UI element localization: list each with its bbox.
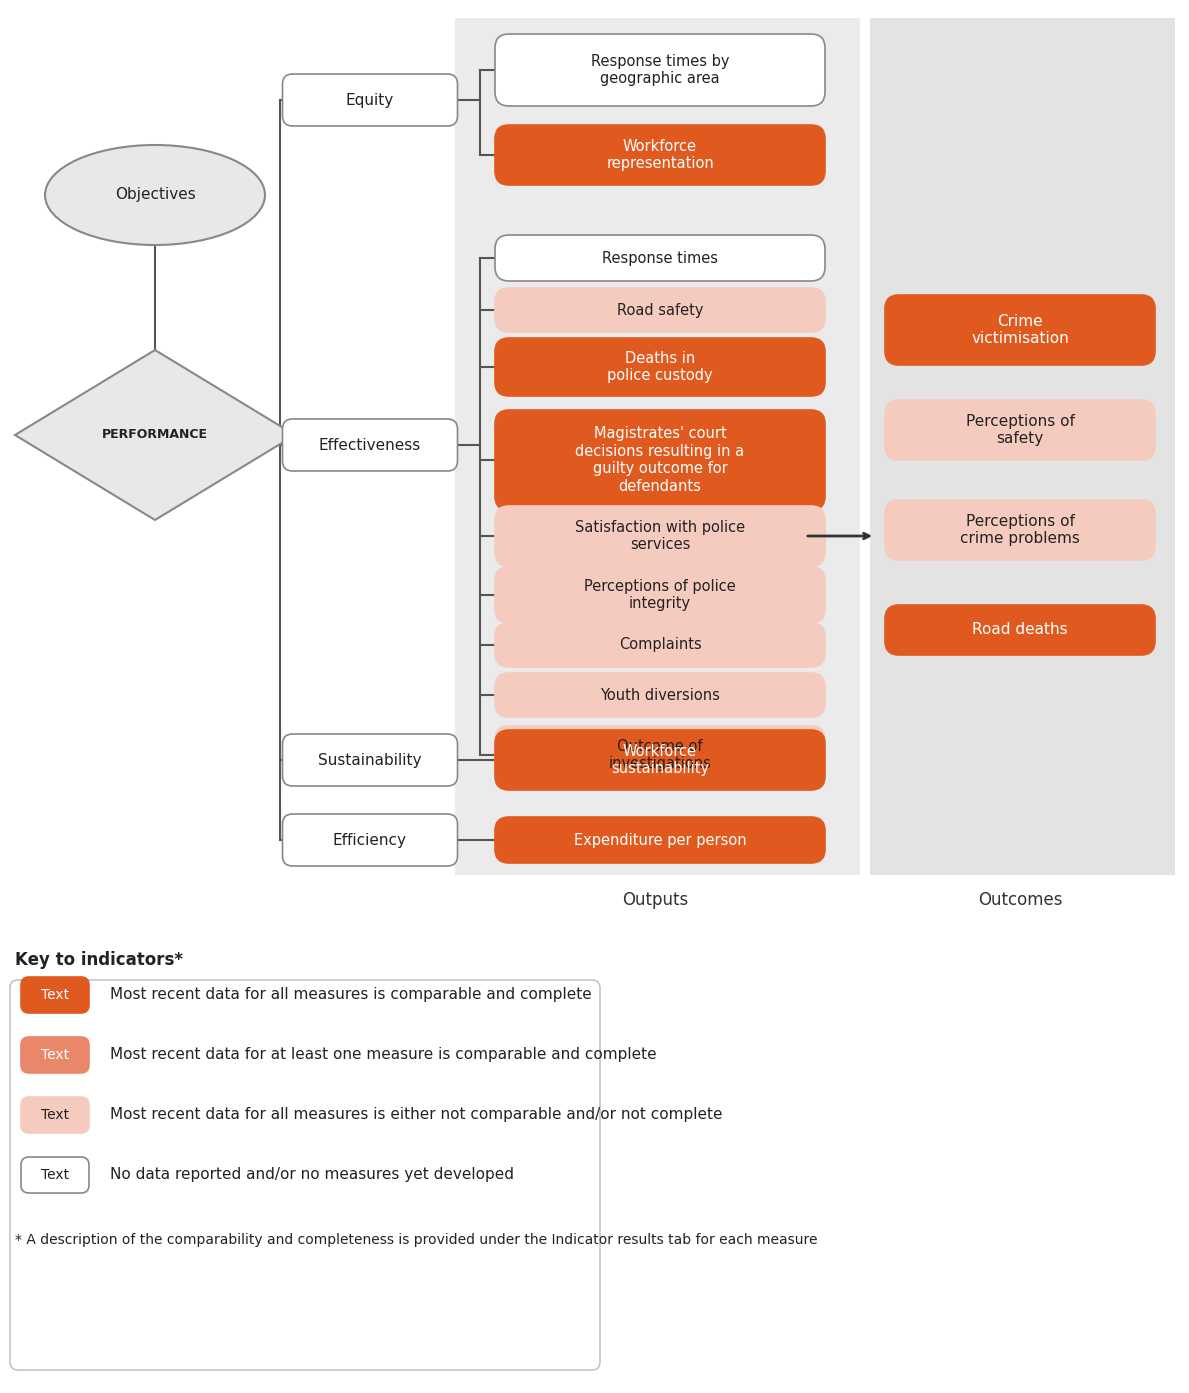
FancyBboxPatch shape [21,1158,89,1192]
Text: Perceptions of
safety: Perceptions of safety [965,414,1075,446]
Text: Crime
victimisation: Crime victimisation [971,313,1069,347]
Text: Workforce
sustainability: Workforce sustainability [611,744,709,776]
FancyBboxPatch shape [495,623,825,667]
FancyBboxPatch shape [495,506,825,566]
Text: * A description of the comparability and completeness is provided under the Indi: * A description of the comparability and… [15,1233,818,1247]
FancyBboxPatch shape [885,400,1155,460]
Text: Response times: Response times [602,251,718,266]
Text: Effectiveness: Effectiveness [319,437,421,453]
Text: Magistrates' court
decisions resulting in a
guilty outcome for
defendants: Magistrates' court decisions resulting i… [575,426,744,493]
Text: Key to indicators*: Key to indicators* [15,951,183,970]
Text: Workforce
representation: Workforce representation [606,139,713,171]
Text: Response times by
geographic area: Response times by geographic area [591,54,729,86]
FancyBboxPatch shape [495,338,825,396]
FancyBboxPatch shape [885,605,1155,655]
Text: Efficiency: Efficiency [333,833,407,847]
FancyBboxPatch shape [283,74,458,125]
Text: Youth diversions: Youth diversions [600,688,719,702]
Text: Text: Text [40,988,69,1002]
Bar [455,18,860,875]
Text: Road safety: Road safety [617,302,703,318]
Text: Outcomes: Outcomes [977,892,1062,910]
Text: Text: Text [40,1107,69,1121]
Text: Outputs: Outputs [622,892,688,910]
Text: Satisfaction with police
services: Satisfaction with police services [575,520,746,552]
FancyBboxPatch shape [495,125,825,185]
Ellipse shape [45,145,265,245]
Text: Equity: Equity [346,92,394,107]
FancyBboxPatch shape [495,235,825,281]
FancyBboxPatch shape [21,1098,89,1133]
Text: Most recent data for all measures is either not comparable and/or not complete: Most recent data for all measures is eit… [111,1107,723,1123]
Text: Objectives: Objectives [114,188,195,202]
FancyBboxPatch shape [283,734,458,786]
FancyBboxPatch shape [885,295,1155,365]
FancyBboxPatch shape [495,33,825,106]
Text: Most recent data for all measures is comparable and complete: Most recent data for all measures is com… [111,988,592,1003]
FancyBboxPatch shape [495,567,825,623]
Text: No data reported and/or no measures yet developed: No data reported and/or no measures yet … [111,1167,514,1183]
FancyBboxPatch shape [495,288,825,332]
FancyBboxPatch shape [495,673,825,717]
FancyBboxPatch shape [21,976,89,1013]
Text: Perceptions of police
integrity: Perceptions of police integrity [584,579,736,612]
Text: Road deaths: Road deaths [973,623,1068,638]
FancyBboxPatch shape [21,1036,89,1073]
Text: Expenditure per person: Expenditure per person [573,833,747,847]
FancyBboxPatch shape [495,818,825,864]
FancyBboxPatch shape [10,981,600,1369]
Text: PERFORMANCE: PERFORMANCE [102,429,208,442]
Text: Sustainability: Sustainability [319,752,422,768]
Text: Complaints: Complaints [618,638,702,652]
Polygon shape [15,350,295,520]
Bar [870,18,1175,875]
FancyBboxPatch shape [495,730,825,790]
FancyBboxPatch shape [885,500,1155,560]
Text: Text: Text [40,1048,69,1061]
Text: Deaths in
police custody: Deaths in police custody [608,351,713,383]
FancyBboxPatch shape [495,410,825,510]
Text: Most recent data for at least one measure is comparable and complete: Most recent data for at least one measur… [111,1048,656,1063]
Text: Text: Text [40,1167,69,1183]
Text: Perceptions of
crime problems: Perceptions of crime problems [960,514,1080,546]
FancyBboxPatch shape [283,814,458,866]
Text: Outcome of
investigations: Outcome of investigations [609,738,711,772]
FancyBboxPatch shape [283,419,458,471]
FancyBboxPatch shape [495,726,825,784]
